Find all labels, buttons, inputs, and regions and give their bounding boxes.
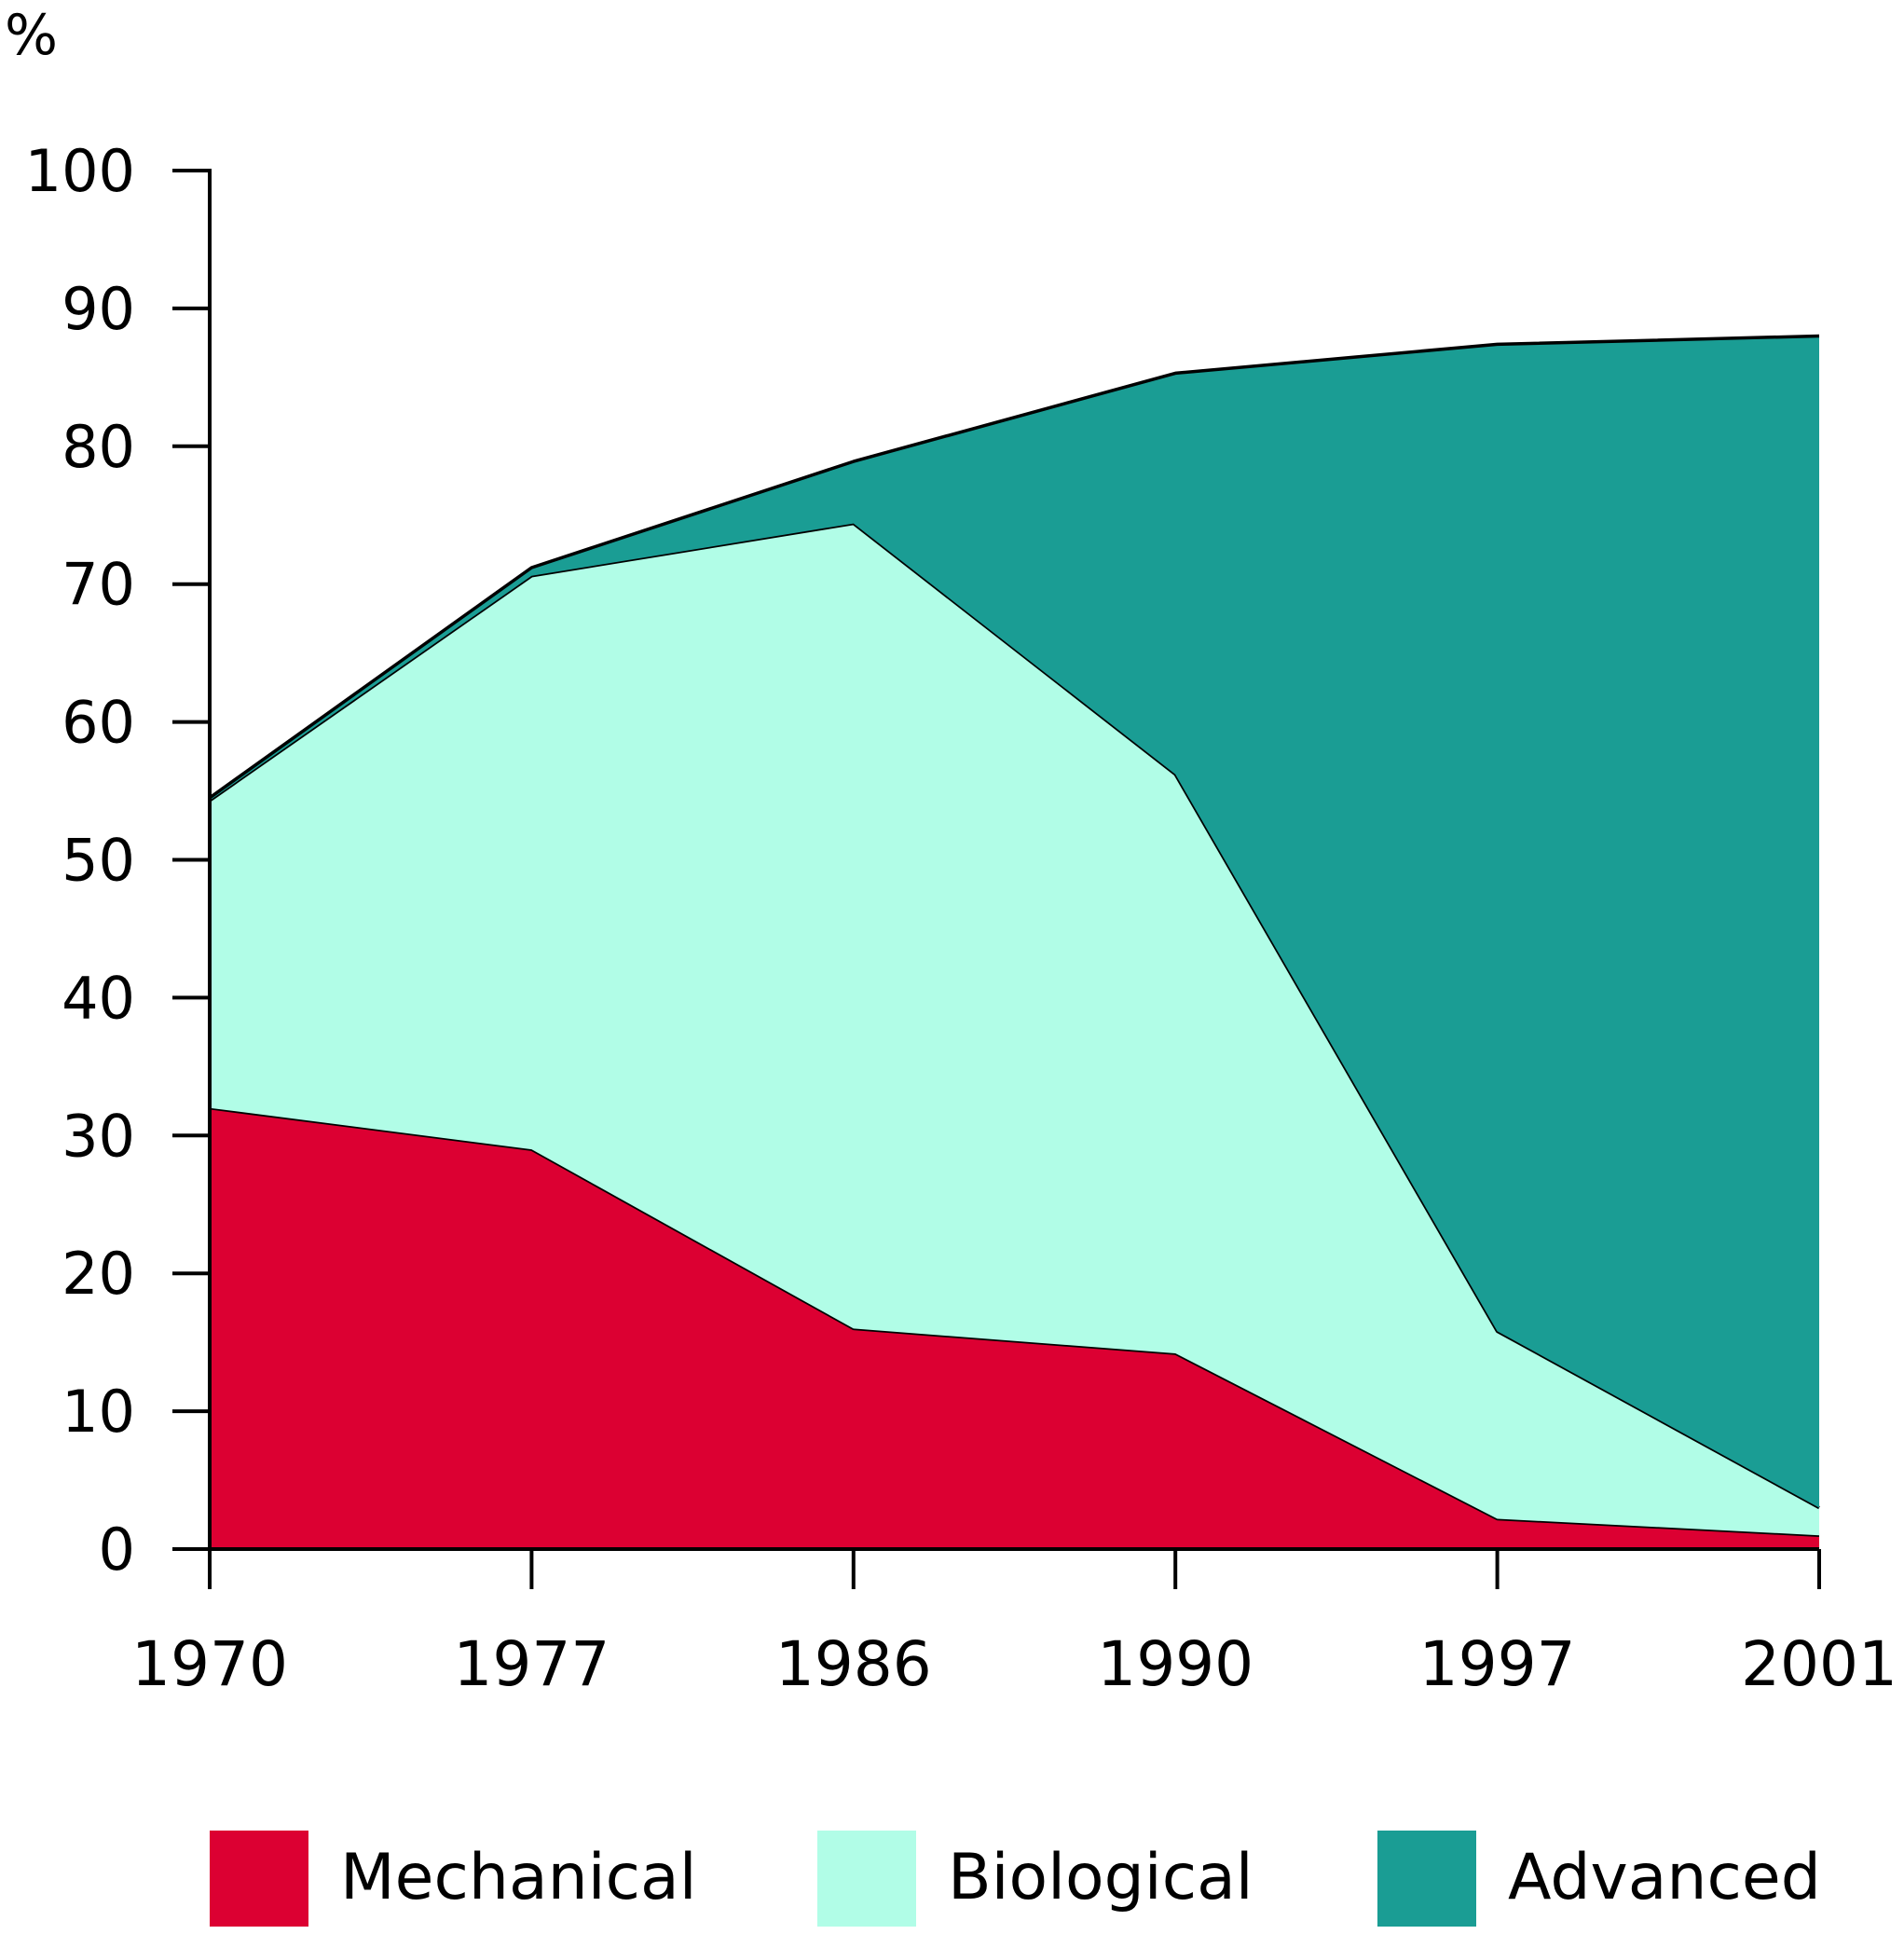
x-tick-label: 1970 [131, 1628, 288, 1700]
y-tick-label: 40 [62, 964, 135, 1032]
legend-label-mechanical: Mechanical [340, 1841, 697, 1914]
area-layers [208, 334, 1820, 1549]
y-tick-label: 100 [25, 137, 135, 205]
legend-swatch-biological [817, 1831, 916, 1927]
y-tick-label: 70 [62, 551, 135, 619]
y-tick-label: 90 [62, 275, 135, 343]
y-tick-label: 60 [62, 689, 135, 757]
y-unit-label: % [5, 3, 58, 68]
area-advanced [210, 336, 1819, 1508]
y-tick-label: 80 [62, 413, 135, 481]
x-tick-label: 2001 [1741, 1628, 1897, 1700]
legend-label-advanced: Advanced [1508, 1841, 1821, 1914]
area-edge-advanced [208, 334, 1820, 800]
y-tick-label: 0 [99, 1516, 135, 1584]
x-tick-label: 1977 [453, 1628, 610, 1700]
legend-swatch-advanced [1377, 1831, 1476, 1927]
y-tick-label: 30 [62, 1102, 135, 1170]
y-tick-label: 20 [62, 1240, 135, 1308]
y-tick-label: 50 [62, 827, 135, 895]
x-tick-label: 1986 [775, 1628, 932, 1700]
legend-label-biological: Biological [948, 1841, 1253, 1914]
x-tick-label: 1997 [1419, 1628, 1576, 1700]
legend: Mechanical Biological Advanced [210, 1831, 1821, 1927]
axes: 0 10 20 30 40 50 60 70 80 90 100 1970 1977 1986 1990 19… [25, 137, 1897, 1700]
y-tick-label: 10 [62, 1378, 135, 1446]
area-mechanical [210, 1107, 1819, 1549]
x-tick-label: 1990 [1097, 1628, 1253, 1700]
legend-swatch-mechanical [210, 1831, 308, 1927]
area-biological [210, 523, 1819, 1536]
